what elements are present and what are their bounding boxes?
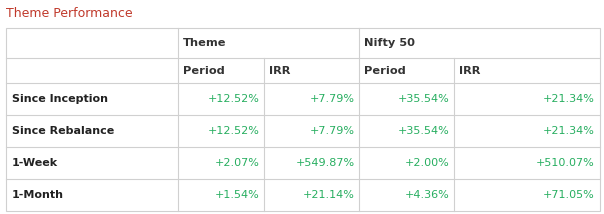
Text: +1.54%: +1.54% — [214, 190, 259, 200]
Text: +7.79%: +7.79% — [309, 126, 355, 136]
Text: +7.79%: +7.79% — [309, 94, 355, 104]
Text: IRR: IRR — [269, 65, 291, 76]
Text: +21.34%: +21.34% — [543, 126, 595, 136]
Bar — [6, 28, 600, 211]
Text: +21.14%: +21.14% — [303, 190, 355, 200]
Text: +35.54%: +35.54% — [397, 94, 449, 104]
Text: IRR: IRR — [460, 65, 481, 76]
Text: Since Inception: Since Inception — [12, 94, 108, 104]
Text: Period: Period — [183, 65, 225, 76]
Text: +549.87%: +549.87% — [295, 158, 355, 168]
Text: Since Rebalance: Since Rebalance — [12, 126, 114, 136]
Text: +71.05%: +71.05% — [543, 190, 595, 200]
Text: +12.52%: +12.52% — [208, 94, 259, 104]
Text: +510.07%: +510.07% — [536, 158, 595, 168]
Text: Period: Period — [364, 65, 406, 76]
Text: 1-Week: 1-Week — [12, 158, 58, 168]
Text: 1-Month: 1-Month — [12, 190, 64, 200]
Text: +4.36%: +4.36% — [405, 190, 449, 200]
Text: Theme Performance: Theme Performance — [6, 7, 133, 20]
Text: +21.34%: +21.34% — [543, 94, 595, 104]
Text: +2.00%: +2.00% — [405, 158, 449, 168]
Text: +12.52%: +12.52% — [208, 126, 259, 136]
Text: Nifty 50: Nifty 50 — [364, 38, 416, 48]
Text: +2.07%: +2.07% — [214, 158, 259, 168]
Text: +35.54%: +35.54% — [397, 126, 449, 136]
Text: Theme: Theme — [183, 38, 226, 48]
